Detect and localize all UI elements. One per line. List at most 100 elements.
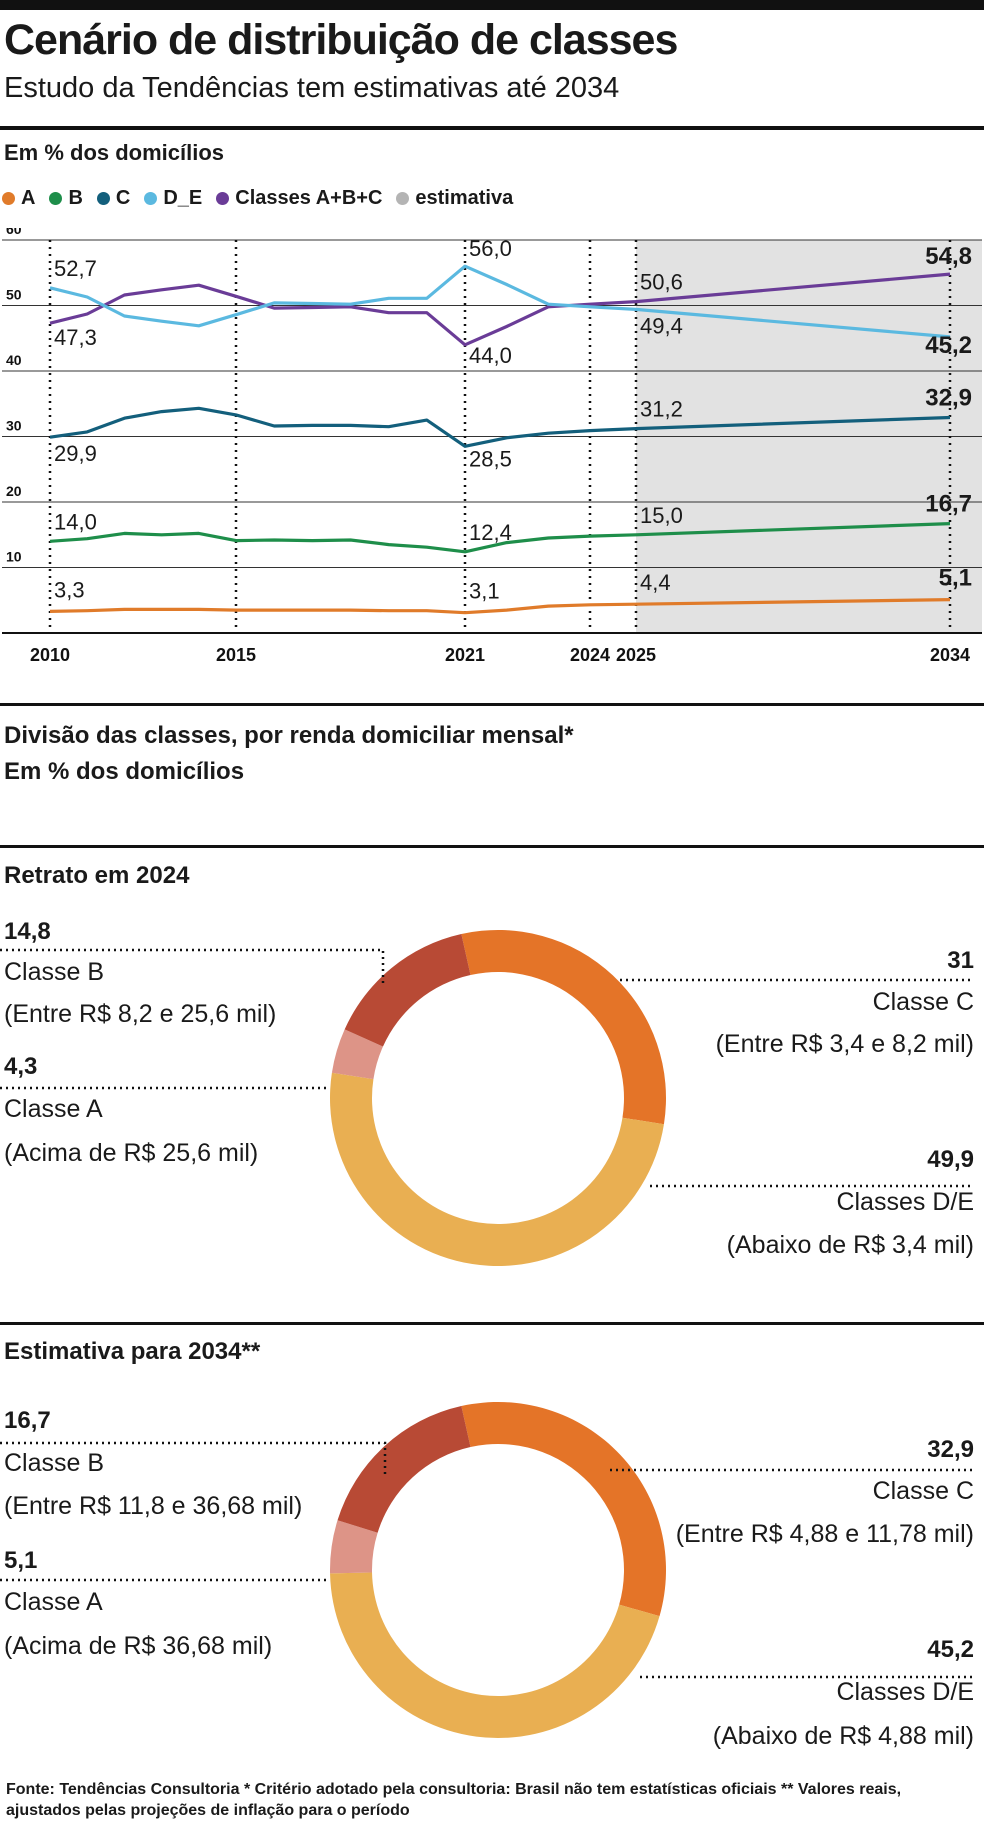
line-chart-unit: Em % dos domicílios xyxy=(4,140,225,165)
data-label-b-2010: 14,0 xyxy=(54,509,97,534)
donut-slice-de xyxy=(330,1572,660,1738)
series-line-de xyxy=(49,264,951,339)
series-line-a xyxy=(49,598,951,615)
donut-2024-b-range: (Entre R$ 8,2 e 25,6 mil) xyxy=(4,1000,277,1028)
division-unit: Em % dos domicílios xyxy=(4,758,245,785)
y-tick-label: 60 xyxy=(6,228,22,237)
legend-dot-c xyxy=(96,191,110,205)
data-label-a-2025: 4,4 xyxy=(640,570,671,595)
section-rule xyxy=(0,703,984,706)
data-label-c-2025: 31,2 xyxy=(640,397,683,422)
division-title: Divisão das classes, por renda domicilia… xyxy=(4,722,574,749)
data-label-de-2021: 56,0 xyxy=(469,236,512,261)
legend-label-a: A xyxy=(21,186,36,209)
legend-dot-b xyxy=(49,191,63,205)
donut-2034-a-value: 5,1 xyxy=(4,1547,38,1574)
legend-item-b: B xyxy=(49,186,83,210)
page-subtitle: Estudo da Tendências tem estimativas até… xyxy=(4,72,620,104)
y-tick-label: 10 xyxy=(6,549,22,565)
donut-2034-b-range: (Entre R$ 11,8 e 36,68 mil) xyxy=(4,1492,303,1520)
leader-line-b xyxy=(0,948,385,985)
donut-2024-a-value: 4,3 xyxy=(4,1053,38,1080)
y-tick-label: 20 xyxy=(6,483,22,499)
data-label-abc-2021: 44,0 xyxy=(469,343,512,368)
donut-2024-c-value: 31 xyxy=(947,947,974,974)
leader-line-b xyxy=(0,1441,387,1475)
x-tick-label: 2034 xyxy=(930,645,970,665)
legend-item-abc: Classes A+B+C xyxy=(216,187,382,210)
donut-2034-b-name: Classe B xyxy=(4,1449,105,1477)
legend-item-estimativa: estimativa xyxy=(396,187,513,210)
legend-label-abc: Classes A+B+C xyxy=(235,186,383,209)
data-label-b-2021: 12,4 xyxy=(469,520,512,545)
series-line-c xyxy=(49,406,951,448)
donut-2034-c-name: Classe C xyxy=(872,1477,974,1505)
donut-slice-c xyxy=(461,930,667,1125)
data-label-c-2034: 32,9 xyxy=(925,385,972,412)
legend-label-de: D_E xyxy=(163,186,203,209)
donut-2024-b-name: Classe B xyxy=(4,958,105,986)
legend-dot-estimativa xyxy=(396,191,410,205)
x-tick-label: 2021 xyxy=(445,645,485,665)
donut-slice-c xyxy=(461,1402,666,1617)
donut-2024-de-name: Classes D/E xyxy=(836,1188,974,1216)
donut-2034-a-range: (Acima de R$ 36,68 mil) xyxy=(4,1632,273,1660)
donut-2034-de-value: 45,2 xyxy=(927,1636,974,1663)
data-label-de-2034: 45,2 xyxy=(925,332,972,359)
page-title: Cenário de distribuição de classes xyxy=(4,16,678,64)
donut-2034-b-value: 16,7 xyxy=(4,1407,51,1434)
donut-2034-de-name: Classes D/E xyxy=(836,1678,974,1706)
data-label-c-2021: 28,5 xyxy=(469,446,512,471)
x-tick-label: 2010 xyxy=(30,645,70,665)
donut-2024-de-value: 49,9 xyxy=(927,1146,974,1173)
donut-2034-c-value: 32,9 xyxy=(927,1436,974,1463)
data-label-abc-2034: 54,8 xyxy=(925,243,972,270)
series-line-b xyxy=(49,522,951,554)
donut-2024-a-name: Classe A xyxy=(4,1095,103,1123)
data-label-de-2010: 52,7 xyxy=(54,256,97,281)
data-label-abc-2010: 47,3 xyxy=(54,325,97,350)
y-tick-label: 40 xyxy=(6,352,22,368)
x-tick-label: 2025 xyxy=(616,645,656,665)
donut-2024-title: Retrato em 2024 xyxy=(4,862,190,889)
x-tick-label: 2024 xyxy=(570,645,610,665)
top-rule xyxy=(0,0,984,10)
footnote: Fonte: Tendências Consultoria * Critério… xyxy=(6,1781,902,1819)
legend-label-c: C xyxy=(115,186,131,209)
donut-slice-a xyxy=(331,1029,383,1080)
legend-label-b: B xyxy=(68,186,83,209)
donut-slice-b xyxy=(344,934,471,1047)
data-label-a-2010: 3,3 xyxy=(54,577,85,602)
donut-slice-de xyxy=(329,1072,664,1267)
y-tick-label: 50 xyxy=(6,287,22,303)
donut-2024-c-name: Classe C xyxy=(872,988,974,1016)
donut-2024-a-range: (Acima de R$ 25,6 mil) xyxy=(4,1139,259,1167)
data-label-a-2021: 3,1 xyxy=(469,579,500,604)
section-rule xyxy=(0,1322,984,1325)
legend-dot-abc xyxy=(216,191,230,205)
data-label-b-2034: 16,7 xyxy=(925,491,972,518)
donut-slice-b xyxy=(337,1406,471,1533)
legend-item-de: D_E xyxy=(144,187,202,210)
donut-2034-de-range: (Abaixo de R$ 4,88 mil) xyxy=(712,1722,974,1750)
line-chart: 10 20 30 40 50 60 2010 2015 2021 2024 2025 2034 47,3… xyxy=(2,228,982,665)
donut-2024-c-range: (Entre R$ 3,4 e 8,2 mil) xyxy=(715,1030,974,1058)
donut-slice-a xyxy=(330,1520,378,1574)
legend-item-a: A xyxy=(2,187,35,210)
donut-2034-chart xyxy=(0,1402,972,1738)
section-rule xyxy=(0,126,984,130)
line-chart-legend: A B C D_E Classes A+B+C estimativa xyxy=(2,183,527,213)
data-label-b-2025: 15,0 xyxy=(640,503,683,528)
legend-item-c: C xyxy=(96,186,131,210)
legend-dot-de xyxy=(144,191,158,205)
donut-2024-b-value: 14,8 xyxy=(4,918,51,945)
donut-2024-de-range: (Abaixo de R$ 3,4 mil) xyxy=(726,1231,974,1259)
y-tick-label: 30 xyxy=(6,418,22,434)
donut-2034-c-range: (Entre R$ 4,88 e 11,78 mil) xyxy=(675,1520,974,1548)
legend-label-estimativa: estimativa xyxy=(415,186,514,209)
donut-2034-a-name: Classe A xyxy=(4,1588,103,1616)
section-rule xyxy=(0,845,984,848)
data-label-a-2034: 5,1 xyxy=(939,565,972,592)
x-tick-label: 2015 xyxy=(216,645,256,665)
data-label-c-2010: 29,9 xyxy=(54,441,97,466)
